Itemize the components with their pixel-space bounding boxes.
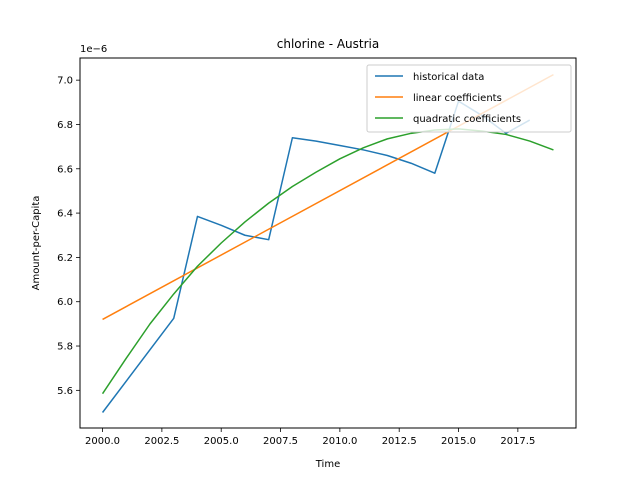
y-tick-label: 6.0 bbox=[57, 297, 73, 308]
legend-label-linear: linear coefficients bbox=[413, 93, 502, 104]
y-tick-label: 6.8 bbox=[57, 120, 73, 131]
x-tick-label: 2010.0 bbox=[322, 436, 357, 447]
x-tick-label: 2005.0 bbox=[204, 436, 239, 447]
x-tick-label: 2015.0 bbox=[441, 436, 476, 447]
x-tick-label: 2000.0 bbox=[85, 436, 120, 447]
y-tick-label: 6.4 bbox=[57, 209, 73, 220]
x-axis-ticks: 2000.0 2002.5 2005.0 2007.5 2010.0 2012.5 2015… bbox=[85, 428, 535, 447]
y-tick-label: 5.8 bbox=[57, 342, 73, 353]
y-tick-label: 7.0 bbox=[57, 76, 73, 87]
y-tick-label: 6.6 bbox=[57, 164, 73, 175]
legend-label-quadratic: quadratic coefficients bbox=[413, 114, 521, 125]
x-axis-label: Time bbox=[315, 459, 340, 470]
y-axis-ticks: 5.6 5.8 6.0 6.2 6.4 6.6 6.8 7.0 bbox=[57, 76, 80, 397]
plot-frame bbox=[79, 57, 577, 429]
chart-title: chlorine - Austria bbox=[277, 37, 380, 51]
legend-box bbox=[366, 64, 572, 133]
legend: historical data linear coefficients quad… bbox=[366, 64, 572, 133]
y-axis-label: Amount-per-Capita bbox=[31, 196, 42, 291]
y-axis-scale-label: 1e−6 bbox=[80, 44, 107, 55]
x-tick-label: 2017.5 bbox=[500, 436, 535, 447]
x-tick-label: 2012.5 bbox=[382, 436, 417, 447]
x-tick-label: 2007.5 bbox=[263, 436, 298, 447]
legend-label-historical: historical data bbox=[413, 72, 484, 83]
y-tick-label: 5.6 bbox=[57, 386, 73, 397]
y-tick-label: 6.2 bbox=[57, 253, 73, 264]
x-tick-label: 2002.5 bbox=[144, 436, 179, 447]
